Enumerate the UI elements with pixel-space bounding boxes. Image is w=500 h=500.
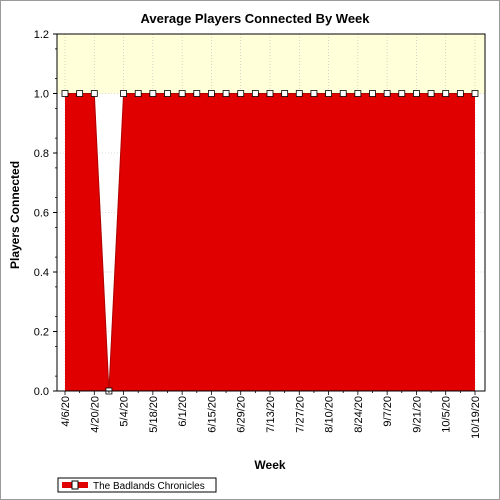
data-point [193,90,201,97]
data-point [427,90,435,97]
data-point [354,90,362,97]
y-axis: 0.0 0.2 0.4 0.6 0.8 1.0 1.2 [34,29,57,398]
data-point [266,90,274,97]
x-axis: 4/6/20 4/20/20 5/4/20 5/18/20 6/1/20 6/15/20 6… [60,391,482,439]
data-point [90,90,98,97]
series-area [65,93,475,391]
data-point [251,90,259,97]
x-tick-label: 6/15/20 [206,396,218,433]
data-point [237,90,245,97]
data-point [310,90,318,97]
data-point [222,90,230,97]
legend: The Badlands Chronicles [57,477,217,493]
legend-label: The Badlands Chronicles [93,481,205,492]
legend-box [57,477,217,493]
x-tick-label: 7/13/20 [265,396,277,433]
x-tick-label: 5/18/20 [148,396,160,433]
x-tick-label: 9/7/20 [382,396,394,427]
y-tick-label: 1.0 [34,89,49,101]
data-point [325,90,332,97]
data-point [208,90,215,97]
y-tick-label: 0.6 [34,208,49,220]
x-tick-label: 4/6/20 [60,396,72,427]
x-tick-label: 7/27/20 [294,396,306,433]
legend-marker [71,480,79,490]
data-point [61,90,69,97]
data-point [398,90,406,97]
data-point [76,90,84,97]
x-tick-label: 6/29/20 [236,396,248,433]
y-tick-label: 0.0 [34,386,49,398]
x-tick-label: 8/24/20 [353,396,365,433]
data-point [281,90,289,97]
data-point [471,90,479,97]
y-tick-label: 0.2 [34,327,49,339]
data-point [413,90,420,97]
data-point [178,90,186,97]
x-tick-label: 10/19/20 [470,396,482,439]
y-tick-label: 0.4 [34,267,49,279]
data-point [456,90,464,97]
y-tick-label: 0.8 [34,148,49,160]
x-tick-label: 10/5/20 [441,396,453,433]
data-point [134,90,142,97]
chart-title: Average Players Connected By Week [140,11,370,26]
x-tick-label: 4/20/20 [89,396,101,433]
data-point [339,90,347,97]
plot-area [56,33,486,395]
y-tick-label: 1.2 [34,29,49,41]
y-axis-title: Players Connected [8,161,22,269]
x-tick-label: 6/1/20 [177,396,189,427]
x-tick-label: 8/10/20 [324,396,336,433]
data-point [120,90,127,97]
x-tick-label: 9/21/20 [411,396,423,433]
data-point [369,90,376,97]
data-point [164,90,171,97]
x-axis-title: Week [254,458,285,472]
upper-band [57,34,485,94]
data-point [383,90,391,97]
data-point [295,90,303,97]
x-tick-label: 5/4/20 [119,396,131,427]
data-point [442,90,450,97]
data-point [149,90,157,97]
